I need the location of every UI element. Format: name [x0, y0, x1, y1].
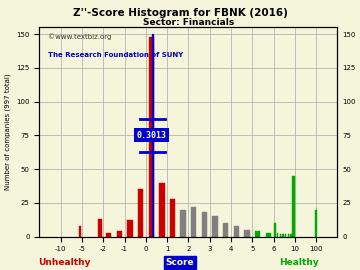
Bar [244, 230, 250, 237]
Bar [79, 226, 81, 237]
Bar [117, 231, 122, 237]
Bar [288, 234, 289, 237]
Bar [274, 223, 276, 237]
Bar [290, 234, 292, 237]
Text: Healthy: Healthy [279, 258, 319, 267]
Bar [280, 234, 281, 237]
Bar [282, 234, 284, 237]
Y-axis label: Number of companies (997 total): Number of companies (997 total) [4, 74, 11, 190]
Bar [138, 189, 143, 237]
Text: Z''-Score Histogram for FBNK (2016): Z''-Score Histogram for FBNK (2016) [73, 8, 287, 18]
Bar [170, 199, 175, 237]
Bar [98, 219, 102, 237]
Bar [180, 210, 186, 237]
Bar [149, 37, 154, 237]
Bar [255, 231, 260, 237]
Bar [212, 216, 218, 237]
Bar [191, 207, 197, 237]
Bar [106, 232, 111, 237]
Bar [223, 223, 228, 237]
Text: The Research Foundation of SUNY: The Research Foundation of SUNY [48, 52, 184, 58]
Bar [27, 230, 31, 237]
Bar [285, 234, 286, 237]
Bar [292, 176, 295, 237]
Text: 0.3013: 0.3013 [136, 131, 166, 140]
Bar [152, 34, 153, 237]
Text: Score: Score [166, 258, 194, 267]
Bar [234, 226, 239, 237]
Text: ©www.textbiz.org: ©www.textbiz.org [48, 33, 112, 40]
Bar [277, 232, 278, 237]
Bar [266, 232, 271, 237]
Bar [202, 212, 207, 237]
Title: Sector: Financials: Sector: Financials [143, 18, 234, 27]
Bar [315, 210, 317, 237]
Bar [159, 183, 165, 237]
Text: Unhealthy: Unhealthy [39, 258, 91, 267]
Bar [127, 220, 132, 237]
